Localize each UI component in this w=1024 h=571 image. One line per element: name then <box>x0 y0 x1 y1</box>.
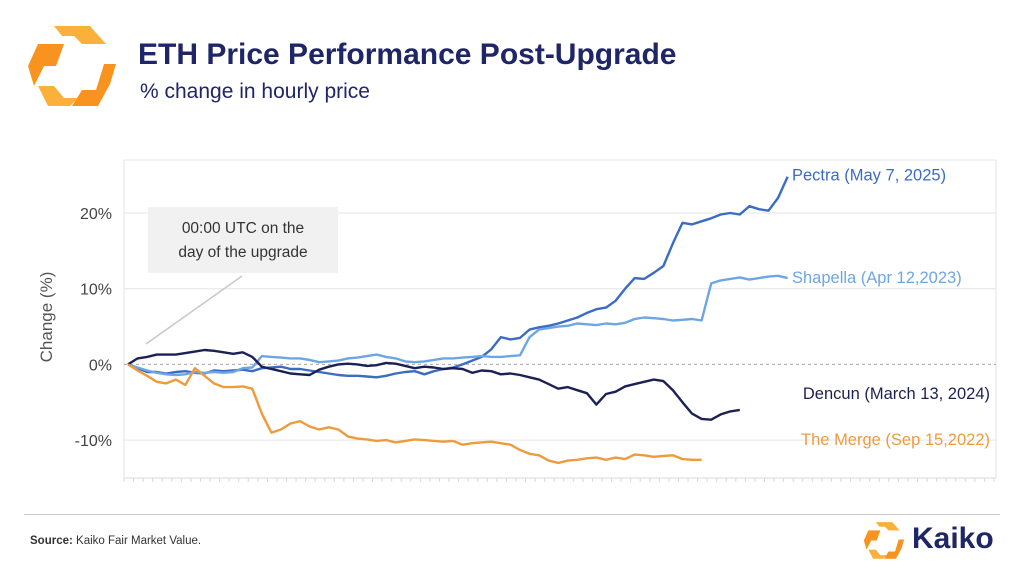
kaiko-brand-icon <box>863 522 905 559</box>
y-tick-label: 20% <box>80 206 112 223</box>
annotation-line-1: 00:00 UTC on the <box>182 220 304 237</box>
page-title: ETH Price Performance Post-Upgrade <box>138 38 677 71</box>
series-line-1 <box>127 274 788 377</box>
series-label-1: Shapella (Apr 12,2023) <box>792 269 962 287</box>
series-label-0: Pectra (May 7, 2025) <box>792 167 946 185</box>
source-text: Kaiko Fair Market Value. <box>72 535 202 547</box>
source-label: Source: <box>30 535 73 547</box>
annotation-line-2: day of the upgrade <box>178 244 307 261</box>
annotation-box <box>148 207 338 273</box>
kaiko-wordmark: Kaiko <box>912 522 994 555</box>
series-line-0 <box>127 176 789 379</box>
annotation-leader-line <box>145 275 243 345</box>
kaiko-brand: Kaiko <box>858 518 1008 562</box>
series-label-3: The Merge (Sep 15,2022) <box>801 431 990 449</box>
y-axis-title: Change (%) <box>37 272 56 363</box>
line-chart: 20% 10% 0% -10% Change (%) Pectra (May 7, 20… <box>37 159 997 482</box>
y-tick-label: -10% <box>75 433 112 450</box>
y-tick-label: 10% <box>80 282 112 299</box>
series-label-2: Dencun (March 13, 2024) <box>803 385 990 403</box>
series-line-3 <box>127 363 702 465</box>
source-note: Source: Kaiko Fair Market Value. <box>30 535 201 547</box>
series-line-2 <box>127 348 740 421</box>
page-subtitle: % change in hourly price <box>140 80 370 103</box>
kaiko-logo-icon <box>28 26 116 106</box>
y-tick-label: 0% <box>89 357 112 374</box>
footer-divider <box>24 514 1000 515</box>
